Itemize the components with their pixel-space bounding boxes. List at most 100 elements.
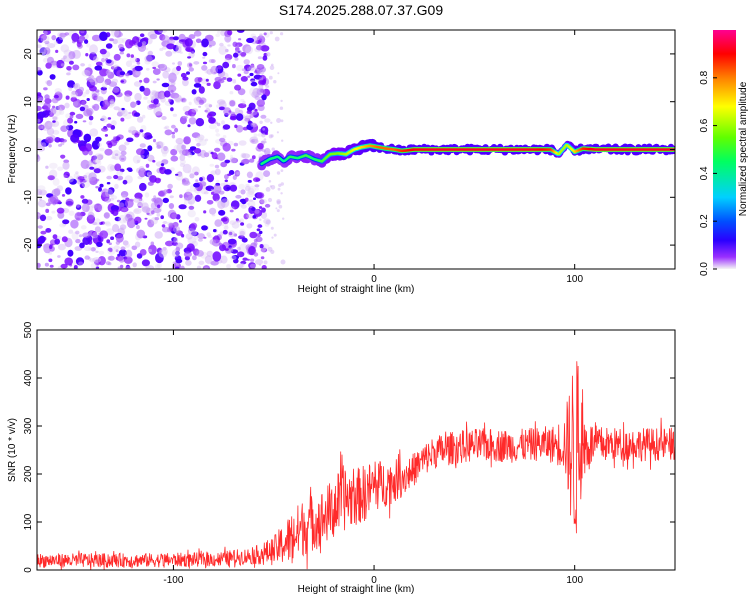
noise-speckle <box>183 116 188 119</box>
noise-speckle <box>182 163 192 174</box>
noise-speckle <box>175 173 179 176</box>
noise-speckle <box>162 221 168 224</box>
noise-speckle <box>112 38 119 45</box>
noise-speckle <box>107 246 116 255</box>
noise-speckle <box>192 255 197 261</box>
noise-speckle <box>114 163 122 172</box>
noise-speckle <box>214 164 220 169</box>
noise-speckle <box>206 82 211 86</box>
noise-speckle <box>111 78 119 84</box>
noise-speckle <box>100 86 108 91</box>
noise-speckle <box>159 47 164 52</box>
noise-speckle <box>37 199 47 208</box>
noise-speckle <box>89 44 98 55</box>
noise-speckle <box>195 250 204 257</box>
noise-speckle <box>240 52 246 58</box>
noise-speckle <box>65 126 69 130</box>
noise-speckle <box>215 33 221 38</box>
noise-speckle <box>144 192 150 198</box>
noise-speckle <box>68 210 75 216</box>
noise-speckle <box>130 101 137 108</box>
noise-speckle <box>261 140 265 144</box>
noise-speckle <box>265 150 270 155</box>
noise-speckle <box>278 204 283 209</box>
noise-speckle <box>205 185 214 192</box>
noise-speckle <box>162 226 170 233</box>
snr-xtick-label: -100 <box>163 575 183 586</box>
noise-speckle <box>179 51 183 54</box>
noise-speckle <box>84 255 90 260</box>
noise-speckle <box>245 45 254 55</box>
noise-speckle <box>154 30 163 35</box>
noise-speckle <box>146 135 153 139</box>
noise-speckle <box>161 159 169 165</box>
noise-speckle <box>250 63 255 68</box>
noise-speckle <box>185 233 193 240</box>
noise-speckle <box>209 207 217 215</box>
noise-speckle <box>142 114 146 119</box>
noise-speckle <box>106 175 112 180</box>
noise-speckle <box>116 199 121 203</box>
noise-speckle <box>240 98 245 103</box>
noise-speckle <box>62 219 70 225</box>
noise-speckle <box>268 180 272 183</box>
noise-speckle <box>106 123 112 128</box>
noise-speckle <box>43 47 51 55</box>
noise-speckle <box>155 111 163 118</box>
noise-speckle <box>86 98 90 101</box>
noise-speckle <box>247 75 251 78</box>
noise-speckle <box>233 142 239 147</box>
noise-speckle <box>218 242 223 246</box>
noise-speckle <box>70 91 78 99</box>
noise-speckle <box>73 82 81 91</box>
noise-speckle <box>280 169 284 173</box>
noise-speckle <box>168 72 177 83</box>
noise-speckle <box>141 206 151 213</box>
noise-speckle <box>101 115 107 121</box>
noise-speckle <box>156 212 161 217</box>
noise-speckle <box>64 32 70 36</box>
noise-speckle <box>47 121 56 127</box>
noise-speckle <box>263 260 268 265</box>
noise-speckle <box>67 249 74 257</box>
noise-speckle <box>186 243 195 252</box>
noise-speckle <box>57 235 62 240</box>
noise-speckle <box>82 236 91 245</box>
noise-speckle <box>179 154 186 161</box>
noise-speckle <box>101 57 106 63</box>
noise-speckle <box>247 120 253 125</box>
noise-speckle <box>96 154 104 161</box>
noise-speckle <box>120 80 125 83</box>
noise-speckle <box>48 162 58 169</box>
noise-speckle <box>86 215 94 223</box>
noise-speckle <box>54 88 62 94</box>
noise-speckle <box>141 259 150 267</box>
noise-speckle <box>139 143 146 148</box>
noise-speckle <box>219 182 226 187</box>
noise-speckle <box>167 84 177 93</box>
noise-speckle <box>80 159 90 169</box>
noise-speckle <box>74 120 78 124</box>
noise-speckle <box>115 233 124 243</box>
noise-speckle <box>201 225 208 231</box>
noise-speckle <box>53 94 59 99</box>
noise-speckle <box>146 212 150 215</box>
noise-speckle <box>260 199 268 204</box>
noise-speckle <box>211 152 218 160</box>
noise-speckle <box>57 104 65 111</box>
noise-speckle <box>101 81 108 89</box>
noise-speckle <box>227 230 236 238</box>
noise-speckle <box>188 50 195 59</box>
noise-speckle <box>41 51 46 56</box>
noise-speckle <box>111 30 120 38</box>
noise-speckle <box>37 44 42 49</box>
noise-speckle <box>68 60 74 65</box>
colorbar-tick-label: 0.2 <box>699 214 710 228</box>
noise-speckle <box>108 242 112 245</box>
noise-speckle <box>176 65 182 71</box>
noise-speckle <box>38 235 46 244</box>
noise-speckle <box>37 94 44 103</box>
noise-speckle <box>230 249 239 254</box>
noise-speckle <box>125 60 133 67</box>
spectrogram-frame <box>36 29 676 270</box>
